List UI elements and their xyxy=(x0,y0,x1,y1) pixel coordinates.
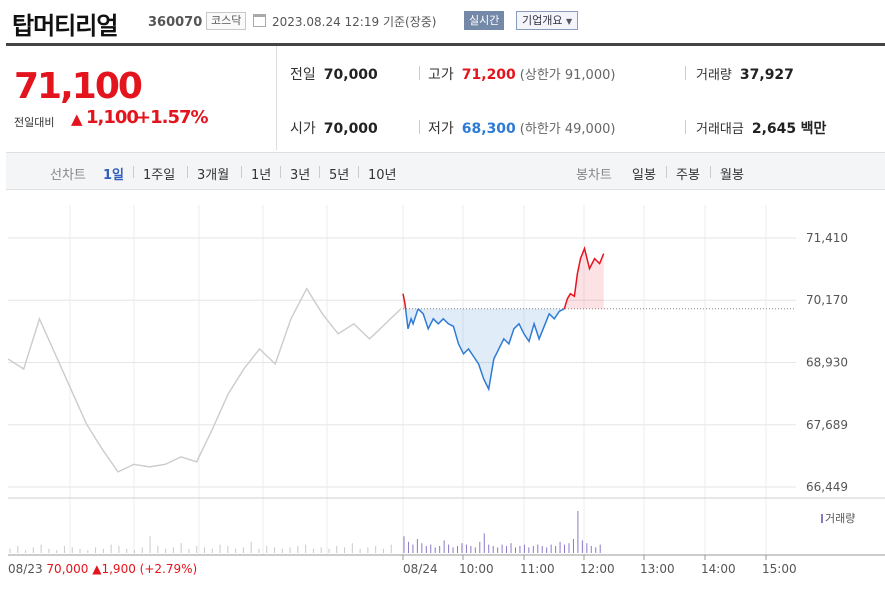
stat-value: 68,300 xyxy=(461,121,516,137)
stat-label: 고가 xyxy=(428,67,454,83)
stat-low: 저가 68,300 (하한가 49,000) xyxy=(428,118,615,138)
prev-change-pct: (+2.79%) xyxy=(139,562,198,576)
stat-label: 시가 xyxy=(290,121,316,137)
header-divider xyxy=(6,43,885,46)
realtime-button[interactable]: 실시간 xyxy=(464,11,505,30)
volume-legend: 거래량 xyxy=(821,510,855,526)
change-label: 전일대비 xyxy=(14,116,55,129)
basis-text: 기준(장중) xyxy=(382,15,437,29)
x-tick-label: 14:00 xyxy=(701,562,736,576)
today-area-up xyxy=(564,248,604,309)
stat-value: 71,200 xyxy=(461,67,516,83)
today-line-down xyxy=(404,308,419,330)
prev-day-line xyxy=(7,287,402,473)
x-tick-label: 10:00 xyxy=(459,562,494,576)
divider xyxy=(685,66,686,80)
tab-5y[interactable]: 5년 xyxy=(329,168,350,183)
y-tick-label: 71,410 xyxy=(806,231,848,245)
stat-value: 70,000 xyxy=(323,67,378,83)
stat-volume: 거래량 37,927 xyxy=(696,64,794,83)
divider xyxy=(241,166,242,178)
tab-daily-candle[interactable]: 일봉 xyxy=(632,168,656,183)
up-triangle-icon: ▲ xyxy=(71,110,83,128)
datetime-text: 2023.08.24 12:19 xyxy=(272,15,380,29)
stat-prev-close: 전일 70,000 xyxy=(290,64,378,84)
stat-high: 고가 71,200 (상한가 91,000) xyxy=(428,64,615,84)
y-tick-label: 66,449 xyxy=(806,480,848,494)
stock-header: 탑머티리얼 360070 코스닥 2023.08.24 12:19 기준(장중)… xyxy=(0,0,885,44)
upper-limit: (상한가 91,000) xyxy=(519,68,616,83)
divider xyxy=(419,66,420,80)
today-line-up xyxy=(402,293,407,309)
prev-close: 70,000 xyxy=(46,562,89,576)
change-percent: +1.57% xyxy=(136,107,209,128)
divider xyxy=(133,166,134,178)
tab-weekly-candle[interactable]: 주봉 xyxy=(676,168,700,183)
prev-day-summary: 08/23 70,000 ▲1,900 (+2.79%) xyxy=(8,562,197,576)
tab-3y[interactable]: 3년 xyxy=(290,168,311,183)
tab-3m[interactable]: 3개월 xyxy=(197,168,230,183)
stat-value: 70,000 xyxy=(323,121,378,137)
prev-change: 1,900 xyxy=(101,562,136,576)
today-line-up xyxy=(563,246,605,310)
divider xyxy=(319,166,320,178)
price-divider xyxy=(276,46,277,150)
tab-1y[interactable]: 1년 xyxy=(251,168,272,183)
timestamp: 2023.08.24 12:19 기준(장중) xyxy=(272,13,436,30)
divider xyxy=(685,120,686,134)
divider xyxy=(280,166,281,178)
stock-code: 360070 xyxy=(148,15,203,30)
x-tick-label: 12:00 xyxy=(580,562,615,576)
current-price: 71,100 xyxy=(14,66,143,107)
tab-monthly-candle[interactable]: 월봉 xyxy=(720,168,744,183)
stat-amount: 거래대금 2,645 백만 xyxy=(696,118,826,138)
chevron-down-icon: ▼ xyxy=(565,17,573,26)
x-tick-label: 11:00 xyxy=(520,562,555,576)
tab-1d[interactable]: 1일 xyxy=(103,168,125,183)
volume-swatch xyxy=(821,514,823,523)
x-tick-label: 08/24 xyxy=(403,562,438,576)
stat-value: 37,927 xyxy=(739,67,794,83)
stat-label: 저가 xyxy=(428,121,454,137)
stat-value: 2,645 xyxy=(751,121,797,137)
prev-date: 08/23 xyxy=(8,562,43,576)
volume-legend-label: 거래량 xyxy=(825,512,856,525)
company-info-label: 기업개요 xyxy=(522,14,563,27)
stat-open: 시가 70,000 xyxy=(290,118,378,138)
change-value: 1,100 xyxy=(86,107,139,128)
today-line-down xyxy=(417,308,565,392)
line-chart-label: 선차트 xyxy=(50,168,86,183)
candle-chart-label: 봉차트 xyxy=(576,168,612,183)
stat-label: 전일 xyxy=(290,67,316,83)
up-triangle-icon: ▲ xyxy=(92,562,102,576)
calendar-icon xyxy=(253,14,266,27)
divider xyxy=(710,166,711,178)
chart-tabs: 선차트 1일 1주일 3개월 1년 3년 5년 10년 봉차트 일봉 주봉 월봉 xyxy=(6,152,885,190)
lower-limit: (하한가 49,000) xyxy=(519,122,616,137)
tab-10y[interactable]: 10년 xyxy=(368,168,397,183)
market-badge: 코스닥 xyxy=(206,12,247,30)
price-box: 71,100 전일대비 ▲ 1,100 +1.57% xyxy=(6,46,276,150)
stock-name: 탑머티리얼 xyxy=(12,12,118,40)
divider xyxy=(358,166,359,178)
y-tick-label: 67,689 xyxy=(806,418,848,432)
divider xyxy=(666,166,667,178)
x-tick-label: 13:00 xyxy=(640,562,675,576)
divider xyxy=(187,166,188,178)
x-tick-label: 15:00 xyxy=(762,562,797,576)
tab-1w[interactable]: 1주일 xyxy=(143,168,176,183)
stat-unit: 백만 xyxy=(800,121,827,137)
stat-label: 거래대금 xyxy=(696,122,744,137)
company-info-button[interactable]: 기업개요 ▼ xyxy=(516,11,579,30)
y-tick-label: 68,930 xyxy=(806,355,848,369)
stat-label: 거래량 xyxy=(696,68,732,83)
divider xyxy=(419,120,420,134)
y-tick-label: 70,170 xyxy=(806,293,848,307)
